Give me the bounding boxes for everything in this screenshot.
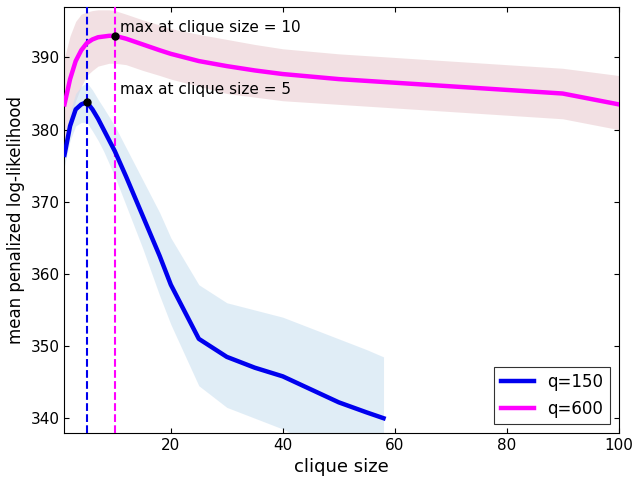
q=600 (167, 51, 175, 57)
q=150 (251, 365, 259, 370)
q=600 (156, 47, 163, 53)
q=150 (100, 127, 108, 132)
q=600 (223, 63, 230, 69)
q=150 (122, 173, 130, 179)
q=600 (67, 76, 74, 82)
q=150 (195, 336, 203, 342)
q=600 (100, 34, 108, 40)
Text: max at clique size = 5: max at clique size = 5 (120, 82, 291, 97)
q=150 (380, 415, 387, 421)
q=600 (559, 91, 566, 97)
q=150 (167, 282, 175, 287)
q=150 (156, 253, 163, 259)
Y-axis label: mean penalized log-likelihood: mean penalized log-likelihood (7, 96, 25, 344)
q=600 (94, 34, 102, 40)
q=600 (615, 101, 623, 107)
q=150 (83, 99, 91, 105)
q=600 (83, 40, 91, 46)
q=600 (335, 76, 342, 82)
q=600 (251, 68, 259, 73)
q=150 (223, 354, 230, 360)
Line: q=150: q=150 (65, 102, 383, 418)
q=150 (307, 386, 315, 392)
q=600 (391, 80, 399, 85)
q=600 (195, 58, 203, 64)
q=150 (67, 123, 74, 129)
q=600 (139, 42, 147, 47)
q=600 (122, 36, 130, 42)
q=600 (111, 33, 118, 39)
Legend: q=150, q=600: q=150, q=600 (494, 367, 611, 424)
q=150 (72, 107, 79, 113)
q=150 (77, 101, 85, 107)
q=600 (447, 84, 454, 89)
Text: max at clique size = 10: max at clique size = 10 (120, 20, 301, 35)
q=600 (61, 101, 68, 107)
q=600 (503, 87, 511, 93)
q=600 (88, 37, 96, 43)
q=600 (77, 47, 85, 53)
q=150 (363, 410, 371, 415)
q=150 (279, 373, 287, 379)
q=600 (279, 71, 287, 77)
q=600 (106, 33, 113, 39)
q=150 (94, 116, 102, 122)
X-axis label: clique size: clique size (294, 458, 389, 476)
Line: q=600: q=600 (65, 36, 619, 104)
q=600 (72, 58, 79, 64)
q=150 (111, 148, 118, 154)
q=150 (61, 152, 68, 158)
q=150 (335, 399, 342, 405)
q=150 (88, 107, 96, 113)
q=150 (139, 213, 147, 219)
